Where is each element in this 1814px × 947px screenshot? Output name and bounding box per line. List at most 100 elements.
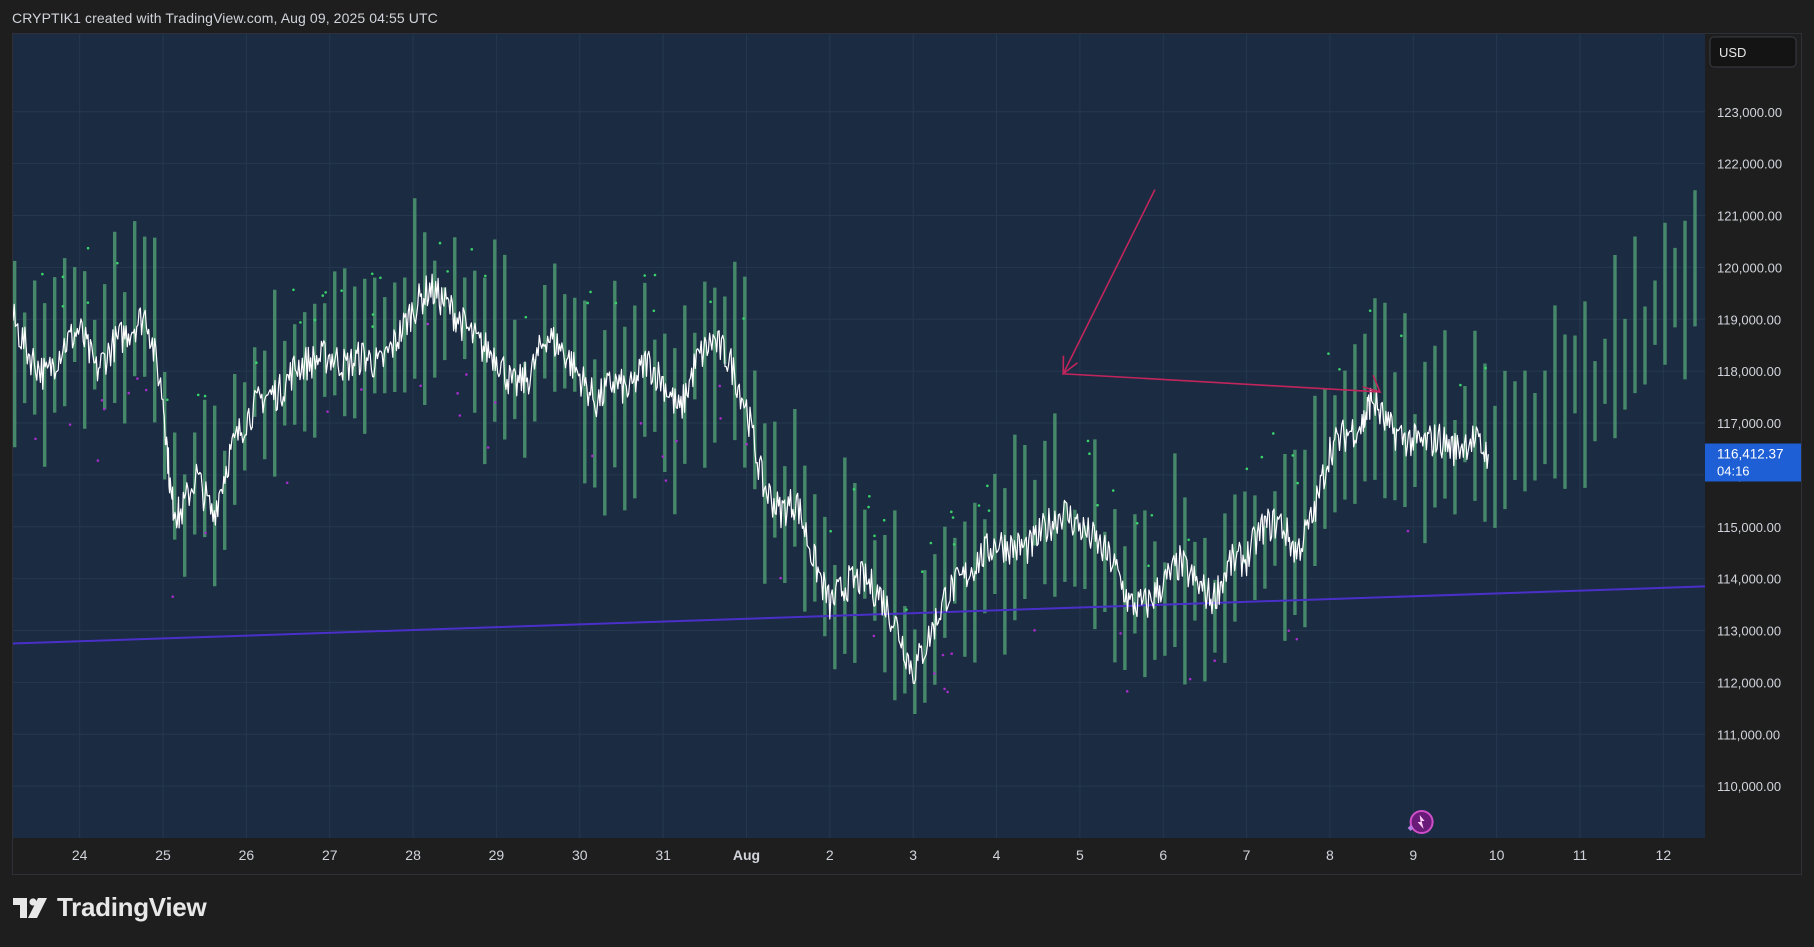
signal-dot-purple [102,407,106,411]
x-tick-label: 6 [1159,847,1167,863]
signal-dot-green [61,304,65,308]
signal-dot-green [166,398,169,402]
y-tick-label: 112,000.00 [1717,675,1781,690]
signal-dot-purple [661,455,665,458]
signal-dot-green [986,484,989,488]
signal-dot-purple [1033,629,1036,632]
signal-dot-green [1088,452,1091,456]
signal-dot-green [920,570,924,573]
signal-dot-green [116,261,119,265]
signal-dot-purple [946,690,949,694]
signal-dot-purple [419,384,422,388]
chart-frame[interactable]: 123,000.00 122,000.00 121,000.00 120,000.00… [12,33,1802,875]
signal-dot-green [470,247,474,251]
signal-dot-purple [1295,637,1299,641]
tradingview-logo-icon [13,897,47,918]
signal-dot-green [299,321,302,324]
signal-dot-green [652,309,656,313]
y-tick-label: 113,000.00 [1717,624,1781,639]
signal-dot-green [868,495,871,498]
x-tick-label: 24 [72,847,88,863]
y-tick-label: 123,000.00 [1717,105,1782,120]
x-tick-label: 10 [1489,847,1505,863]
signal-dot-green [950,510,953,514]
signal-dot-green [292,288,295,292]
signal-dot-green [1368,309,1372,313]
last-price-badge [1705,443,1801,482]
currency-button[interactable] [1709,36,1797,68]
price-line[interactable] [13,273,1489,685]
signal-dot-green [340,289,343,292]
signal-dot-purple [465,373,468,376]
signal-dot-green [1400,334,1403,338]
signal-dot-green [1459,383,1462,387]
plot-area[interactable] [13,34,1705,838]
y-tick-label: 117,000.00 [1717,416,1781,431]
signal-dot-green [653,273,657,277]
signal-dot-purple [718,384,722,388]
signal-dot-purple [144,388,148,392]
signal-dot-purple [675,439,678,443]
x-tick-label: 12 [1656,847,1672,863]
currency-label[interactable]: USD [1719,45,1746,60]
x-tick-label: 31 [655,847,671,863]
y-tick-label: 119,000.00 [1717,312,1781,327]
signal-dot-green [1260,455,1264,459]
signal-dot-green [643,274,646,277]
x-tick-label: 30 [572,847,588,863]
signal-dot-green [1150,513,1154,517]
signal-dot-green [1484,366,1487,370]
signal-dot-purple [34,437,37,441]
signal-dot-green [524,315,528,319]
signal-dot-green [324,291,327,294]
signal-dot-green [977,504,981,507]
y-tick-label: 115,000.00 [1717,520,1781,535]
signal-dot-purple [100,399,104,402]
x-tick-label: 5 [1076,847,1084,863]
x-tick-label: 27 [322,847,338,863]
signal-dot-green [313,318,317,322]
signal-dot-purple [127,391,131,395]
time-axis-panel[interactable] [13,838,1705,874]
price-chart[interactable]: 123,000.00 122,000.00 121,000.00 120,000.00… [13,34,1801,874]
signal-dot-purple [96,459,100,462]
signal-dot-green [867,505,870,509]
signal-dot-purple [941,653,945,657]
y-tick-label: 118,000.00 [1717,364,1781,379]
signal-dot-green [987,509,991,512]
signal-dot-green [483,274,487,278]
signal-dot-purple [456,392,459,395]
x-tick-label: 25 [155,847,171,863]
signal-dot-purple [779,576,782,580]
signal-dot-green [446,270,449,273]
signal-dot-purple [494,401,497,404]
x-tick-label: 11 [1573,847,1588,863]
signal-dot-green [86,301,90,304]
signal-dot-green [1111,489,1115,492]
signal-dot-green [1291,454,1295,457]
signal-dot-green [742,317,745,320]
rocket-bolt-icon[interactable] [1407,810,1434,834]
candle-countdown-label: 04:16 [1717,464,1750,479]
signal-dot-green [1135,521,1139,525]
x-tick-label: 9 [1409,847,1417,863]
signal-dot-green [951,516,955,519]
signal-dot-purple [426,322,430,326]
signal-dot-green [1147,564,1150,568]
trend-line[interactable] [13,585,1706,645]
y-tick-label: 122,000.00 [1717,157,1782,172]
y-tick-label: 110,000.00 [1717,779,1781,794]
signal-dot-green [1327,352,1330,355]
tradingview-logo[interactable]: TradingView [13,892,207,923]
signal-dot-green [379,276,382,280]
signal-dot-green [929,541,933,545]
signal-dot-purple [1406,529,1410,533]
signal-dot-purple [285,481,289,485]
signal-dot-green [905,608,908,611]
signal-dot-green [321,294,325,297]
signal-dot-green [1086,439,1090,443]
signal-dot-purple [1213,659,1216,663]
signal-dot-green [86,246,90,250]
signal-dot-purple [326,410,329,413]
signal-dot-purple [719,417,722,420]
